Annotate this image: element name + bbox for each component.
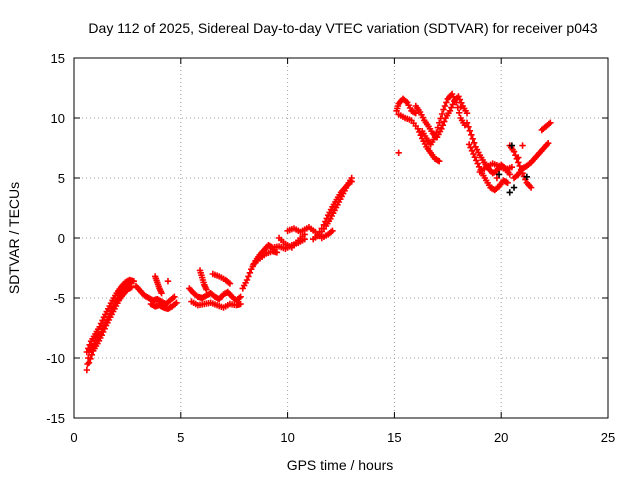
data-point: [465, 123, 472, 130]
data-point: [158, 290, 165, 297]
x-axis-label: GPS time / hours: [287, 457, 394, 473]
data-point: [493, 174, 501, 182]
x-tick-label: 0: [70, 430, 77, 445]
alt-data-point: [510, 184, 518, 191]
data-point: [441, 118, 448, 125]
alt-data-point: [495, 171, 503, 178]
data-point: [455, 109, 463, 116]
data-point: [329, 227, 336, 234]
data-point: [173, 299, 180, 306]
data-point: [316, 228, 323, 236]
data-point: [203, 286, 210, 293]
data-point: [440, 106, 447, 113]
data-point: [438, 125, 445, 132]
data-point: [441, 102, 449, 110]
alt-data-point: [508, 142, 516, 149]
data-point: [506, 171, 513, 178]
data-point: [510, 148, 518, 155]
y-tick-label: 15: [51, 51, 65, 66]
data-point: [438, 110, 446, 118]
data-point: [453, 99, 460, 106]
data-point: [226, 280, 234, 287]
data-point: [504, 179, 511, 186]
data-point: [433, 129, 440, 136]
data-point: [128, 284, 135, 291]
x-tick-label: 5: [177, 430, 184, 445]
data-point: [83, 366, 91, 374]
data-point: [318, 225, 325, 232]
data-point: [463, 119, 471, 126]
alt-data-point: [506, 189, 513, 196]
x-tick-label: 25: [601, 430, 615, 445]
data-point: [348, 178, 355, 185]
data-point: [437, 115, 444, 122]
data-point: [85, 359, 93, 366]
data-point: [130, 278, 138, 285]
data-point: [463, 110, 471, 117]
y-tick-label: 10: [51, 111, 65, 126]
data-point: [468, 131, 475, 138]
data-point: [436, 119, 443, 126]
x-tick-label: 20: [494, 430, 508, 445]
data-point: [164, 278, 172, 285]
y-tick-label: -15: [46, 411, 65, 426]
data-point: [466, 127, 474, 134]
data-point: [469, 135, 476, 142]
data-point: [245, 273, 252, 280]
data-point: [470, 139, 478, 146]
data-points: [83, 90, 554, 374]
data-point: [314, 232, 321, 239]
data-point: [443, 99, 450, 106]
x-tick-label: 10: [280, 430, 294, 445]
axis-ticks: 0 5 10 15 20 25 -15 -10 -5 0 5 10 15: [46, 51, 615, 445]
y-tick-label: -5: [53, 291, 65, 306]
data-point: [508, 164, 516, 171]
data-point: [527, 184, 535, 191]
data-point: [431, 134, 439, 141]
data-point: [517, 166, 525, 173]
grid: [74, 58, 608, 418]
data-point: [85, 345, 92, 352]
data-point: [171, 293, 178, 300]
data-point: [516, 162, 523, 170]
data-point: [237, 293, 244, 300]
y-tick-label: 5: [58, 171, 65, 186]
data-point: [439, 122, 447, 129]
data-point: [246, 269, 254, 276]
y-axis-label: SDTVAR / TECUs: [6, 182, 22, 294]
data-point: [395, 149, 402, 156]
data-point: [83, 348, 91, 356]
data-point: [87, 355, 94, 362]
chart-title: Day 112 of 2025, Sidereal Day-to-day VTE…: [88, 20, 597, 36]
data-point: [547, 119, 554, 126]
alt-data-point: [523, 173, 531, 180]
data-point: [273, 249, 281, 256]
data-point: [544, 140, 552, 147]
data-point: [243, 276, 251, 284]
data-point: [436, 158, 443, 165]
data-point: [515, 154, 522, 161]
data-point: [237, 300, 244, 308]
data-point: [88, 351, 95, 358]
y-tick-label: -10: [46, 351, 65, 366]
data-point: [519, 142, 526, 149]
data-point: [457, 104, 464, 111]
y-tick-label: 0: [58, 231, 65, 246]
data-point: [434, 124, 442, 131]
x-tick-label: 15: [387, 430, 401, 445]
data-point: [86, 341, 93, 348]
